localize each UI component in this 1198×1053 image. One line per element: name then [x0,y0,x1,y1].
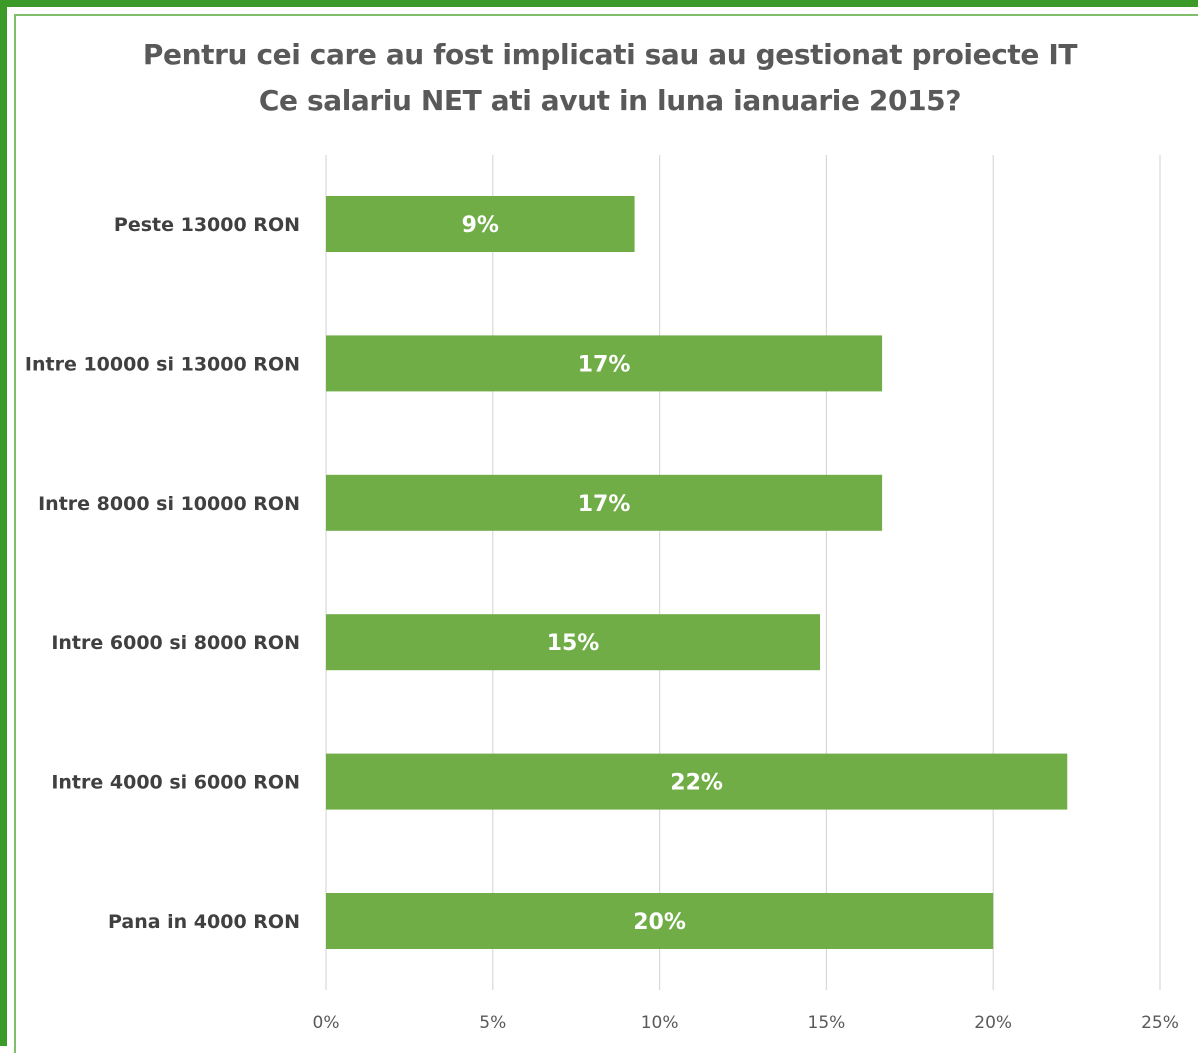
category-label: Intre 10000 si 13000 RON [25,353,300,375]
category-label: Intre 4000 si 6000 RON [51,772,300,794]
data-label: 17% [578,492,631,517]
x-tick-label: 25% [1141,1013,1179,1033]
category-label: Pana in 4000 RON [108,911,300,933]
data-label: 20% [633,910,686,935]
category-label: Intre 6000 si 8000 RON [51,632,300,654]
x-tick-label: 10% [641,1013,679,1033]
x-tick-label: 15% [808,1013,846,1033]
bar [326,335,883,392]
x-tick-label: 20% [974,1013,1012,1033]
bars [326,196,1068,949]
data-label: 9% [462,213,499,238]
data-label: 22% [670,771,723,796]
chart-title-line-2: Ce salariu NET ati avut in luna ianuarie… [258,84,962,117]
bar [326,753,1068,810]
bar [326,474,883,531]
chart-title-line-1: Pentru cei care au fost implicati sau au… [142,38,1078,71]
bar [326,614,821,671]
data-label: 17% [578,352,631,377]
x-tick-label: 5% [479,1013,506,1033]
gridlines [325,155,1161,990]
data-labels: 9% 17% 17% 15% 22% 20% [462,213,723,935]
category-label: Peste 13000 RON [114,214,300,236]
x-tick-label: 0% [313,1013,340,1033]
x-tick-labels: 0% 5% 10% 15% 20% 25% [313,1013,1179,1033]
bar [326,893,994,949]
category-label: Intre 8000 si 10000 RON [38,493,300,515]
data-label: 15% [547,631,600,656]
category-labels: Peste 13000 RON Intre 10000 si 13000 RON I… [25,214,300,933]
chart-frame-inner-border [14,14,1198,1053]
bar [326,196,635,252]
